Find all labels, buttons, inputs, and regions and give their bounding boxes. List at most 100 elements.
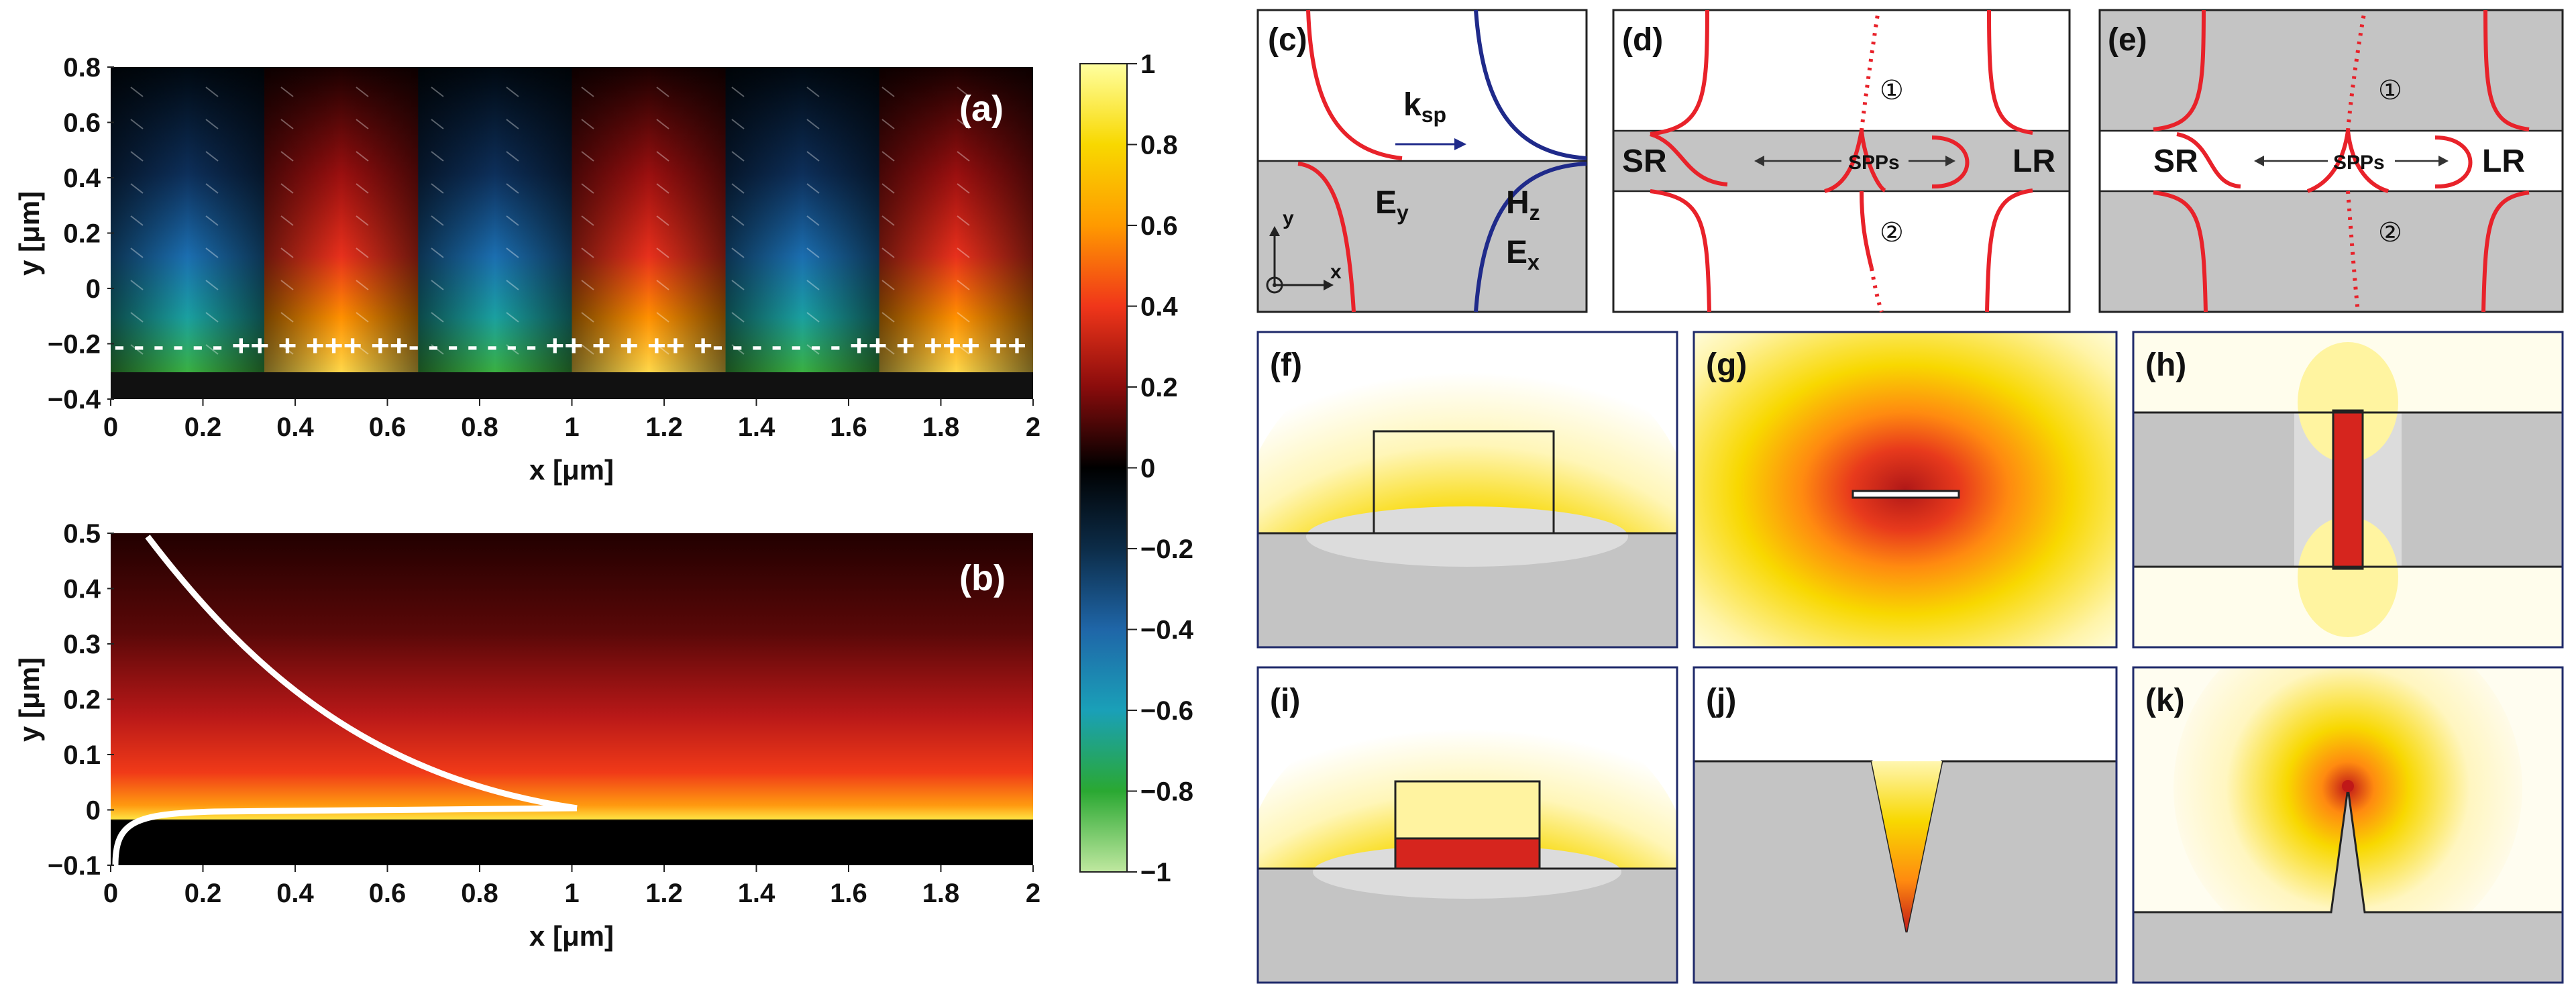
tick-label: 0.2 — [184, 412, 222, 442]
panel-c-axes-icon: y x — [1266, 207, 1342, 294]
colorbar-tick-label: −1 — [1140, 858, 1171, 887]
tick-label: 0.4 — [276, 412, 314, 442]
tick-label: 1 — [564, 879, 579, 908]
panel-a-charges: - - - - - - ++ + +++ ++- - - - - - - ++ … — [114, 329, 1026, 362]
panel-i-dielectric-layer — [1394, 780, 1541, 840]
colorbar-tick-label: −0.8 — [1140, 777, 1193, 807]
panel-b-field — [111, 533, 1033, 865]
panel-d-mode1-dotted — [1860, 9, 1880, 131]
panel-f-frame — [1256, 331, 1678, 649]
panel-c-ey-curve-upper — [1306, 9, 1403, 160]
tick-label: 0.2 — [63, 219, 101, 249]
panel-i-frame — [1256, 666, 1678, 984]
colorbar-tick-label: −0.4 — [1140, 616, 1194, 645]
panel-c: (c) ksp Ey Hz Ex y x — [1256, 9, 1588, 313]
panel-f: (f) — [1256, 331, 1678, 649]
tick-label: 1.8 — [922, 412, 960, 442]
colorbar-tick-label: 0.4 — [1140, 292, 1178, 322]
tick-label: 0.6 — [369, 879, 407, 908]
panel-d-label: (d) — [1622, 22, 1663, 58]
panel-e-label: (e) — [2108, 22, 2147, 58]
tick-label: 1.4 — [738, 879, 775, 908]
panel-h-slot — [2332, 409, 2364, 570]
panel-e-lr-curve — [2434, 9, 2530, 313]
colorbar-tick-label: −0.2 — [1140, 535, 1193, 564]
panel-g: (g) — [1693, 331, 2118, 649]
panel-b-label: (b) — [959, 558, 1006, 598]
colorbar-tick-label: 1 — [1140, 50, 1155, 79]
panel-b-decay-curve — [145, 535, 578, 812]
tick-label: 0.2 — [184, 879, 222, 908]
colorbar-gradient — [1079, 63, 1128, 873]
panel-d-sr-curve — [1650, 9, 1728, 313]
panel-d-mode1: ① — [1880, 76, 1904, 105]
tick-label: 0.6 — [63, 109, 101, 138]
panel-a-xlabel: x [μm] — [529, 454, 614, 486]
panel-d-mode2: ② — [1880, 218, 1904, 247]
tick-label: 2 — [1026, 412, 1040, 442]
panel-e-frame — [2098, 9, 2564, 313]
tick-label: 2 — [1026, 879, 1040, 908]
panel-b-xticks: 0 0.2 0.4 0.6 0.8 1 1.2 1.4 1.6 1.8 2 — [103, 865, 1040, 908]
panel-e-mode2-solid — [2346, 130, 2389, 193]
tick-label: 0.8 — [63, 53, 101, 82]
panel-c-axis-y: y — [1283, 207, 1294, 229]
panel-d-spps: SPPs — [1848, 152, 1900, 174]
panel-b: (b) 0 0.2 0.4 0.6 0.8 1 1.2 1.4 1.6 1.8 2 0.50.40.… — [13, 519, 1040, 952]
panel-b-yticks: 0.5 0.4 0.3 0.2 0.1 0 −0.1 — [48, 519, 114, 881]
panel-j: (j) — [1693, 666, 2118, 984]
panel-g-label: (g) — [1706, 347, 1747, 383]
tick-label: 0.4 — [63, 164, 101, 193]
panel-j-frame — [1693, 666, 2118, 984]
panel-f-label: (f) — [1270, 347, 1302, 383]
panel-d-lr-curve — [1931, 9, 2033, 313]
panel-g-nanowire — [1851, 490, 1960, 499]
panel-c-ey: Ey — [1375, 185, 1409, 225]
tick-label: 0 — [86, 796, 101, 826]
tick-label: 1.2 — [645, 412, 683, 442]
panel-c-k-arrowhead — [1454, 138, 1466, 150]
panel-c-ey-curve-lower — [1297, 162, 1356, 313]
panel-a: (a) - - - - - - ++ + +++ ++- - - - - - -… — [13, 53, 1040, 486]
tick-label: 0.4 — [276, 879, 314, 908]
panel-c-hz-curve-upper — [1474, 9, 1587, 160]
panel-c-axis-x: x — [1330, 261, 1342, 283]
panel-b-ylabel: y [μm] — [13, 657, 45, 742]
colorbar-tick-label: −0.6 — [1140, 696, 1193, 726]
tick-label: 0.3 — [63, 630, 101, 659]
colorbar-tick-label: 0 — [1140, 454, 1155, 484]
panel-g-frame — [1693, 331, 2118, 649]
panel-d: (d) SR LR SPPs ① ② — [1612, 9, 2071, 313]
panel-a-yticks: 0.8 0.6 0.4 0.2 0 −0.2 −0.4 — [48, 53, 114, 415]
panel-e-mode2: ② — [2378, 218, 2402, 247]
colorbar-tick-label: 0.8 — [1140, 131, 1178, 160]
tick-label: 0.8 — [461, 879, 498, 908]
panel-e-mode1-solid — [2306, 130, 2350, 193]
panel-c-hz-curve-lower — [1474, 162, 1587, 313]
tick-label: −0.1 — [48, 851, 101, 881]
panel-a-field — [111, 67, 1033, 399]
colorbar-ticks: 1 0.8 0.6 0.4 0.2 0 −0.2 −0.4 −0.6 −0.8 −1 — [1127, 50, 1194, 887]
panel-j-label: (j) — [1706, 683, 1736, 718]
tick-label: 1 — [564, 412, 579, 442]
panel-e-lr: LR — [2482, 144, 2525, 179]
panel-c-label: (c) — [1268, 22, 1307, 58]
tick-label: 0.2 — [63, 685, 101, 715]
panel-h: (h) — [2132, 331, 2564, 649]
tick-label: 1.8 — [922, 879, 960, 908]
panel-b-lower-curve — [112, 805, 578, 866]
panel-k-frame — [2132, 666, 2564, 984]
tick-label: 0.1 — [63, 740, 101, 770]
tick-label: 0 — [86, 274, 101, 304]
panel-i-metal-stripe — [1394, 837, 1541, 870]
panel-d-frame — [1612, 9, 2071, 313]
panel-h-frame — [2132, 331, 2564, 649]
panel-e-spps: SPPs — [2333, 152, 2385, 174]
panel-d-mode2-dotted — [1870, 268, 1884, 313]
panel-c-ksp: ksp — [1403, 87, 1446, 127]
tick-label: 0 — [103, 412, 118, 442]
panel-d-mode1-solid — [1824, 130, 1886, 193]
panel-d-mode2-solid — [1860, 190, 1874, 269]
tick-label: 0.4 — [63, 575, 101, 604]
